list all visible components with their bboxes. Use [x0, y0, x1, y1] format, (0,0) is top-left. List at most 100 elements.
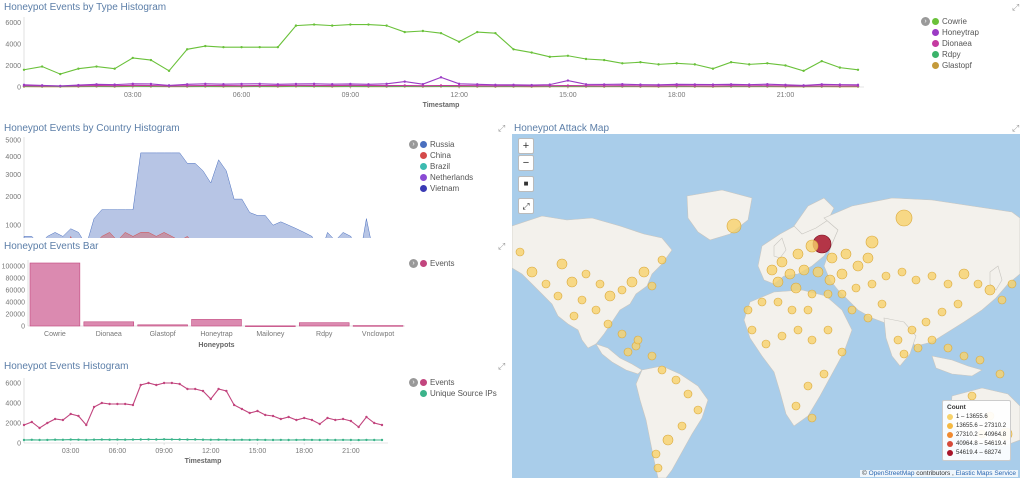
- data-point: [116, 438, 119, 441]
- data-point: [85, 423, 88, 427]
- expand-icon[interactable]: ⤢: [498, 123, 506, 133]
- data-point: [326, 438, 329, 442]
- attack-marker: [824, 274, 836, 286]
- data-point: [312, 82, 316, 85]
- elastic-maps-link[interactable]: Elastic Maps Service: [955, 470, 1016, 477]
- fit-bounds-button[interactable]: ⤢: [518, 198, 534, 214]
- attack-marker: [893, 335, 903, 345]
- events-histogram-legend: Events Unique Source IPs: [420, 377, 497, 399]
- attack-marker: [553, 291, 563, 301]
- x-tick-label: 09:00: [342, 92, 360, 99]
- attack-marker: [823, 325, 833, 335]
- data-point: [602, 83, 606, 86]
- data-point: [403, 80, 406, 83]
- attack-marker: [826, 252, 838, 264]
- data-point: [240, 438, 244, 441]
- legend-item-china[interactable]: China: [420, 150, 473, 161]
- events-histogram-chart: 0 2000 4000 6000 03:00 06:00 09:00 12:00 15:00 18…: [5, 378, 388, 465]
- map-markers[interactable]: [515, 209, 1017, 473]
- data-point: [675, 62, 678, 65]
- data-point: [185, 83, 189, 86]
- x-tick-label: 18:00: [295, 448, 313, 455]
- legend-item-unique-source-ips[interactable]: Unique Source IPs: [420, 388, 497, 399]
- events-by-type-chart: 0 2000 4000 6000 03:00 06:00 09:00 12:00 15:00 18…: [5, 17, 864, 109]
- map-legend-label: 40964.8 – 54619.4: [956, 440, 1007, 447]
- draw-rectangle-button[interactable]: ■: [518, 176, 534, 192]
- data-point: [258, 45, 261, 49]
- y-tick-label: 6000: [5, 381, 21, 388]
- data-point: [621, 62, 624, 65]
- legend-item-cowrie[interactable]: Cowrie: [932, 16, 979, 27]
- legend-item-rdpy[interactable]: Rdpy: [932, 49, 979, 60]
- legend-item-brazil[interactable]: Brazil: [420, 161, 473, 172]
- data-point: [258, 82, 261, 85]
- attack-marker: [662, 434, 674, 446]
- data-point: [457, 84, 461, 87]
- map-legend-dot-icon: [947, 431, 953, 438]
- x-tick-label: 21:00: [777, 92, 795, 99]
- x-tick-label: Glastopf: [150, 331, 176, 338]
- data-point: [77, 438, 80, 441]
- attack-map-title: Honeypot Attack Map: [514, 123, 610, 134]
- expand-icon[interactable]: ⤢: [498, 361, 506, 371]
- data-point: [77, 67, 80, 70]
- attack-marker: [943, 279, 953, 289]
- legend-item-honeytrap[interactable]: Honeytrap: [932, 27, 979, 38]
- data-point: [240, 84, 243, 87]
- expand-icon[interactable]: ⤢: [1012, 2, 1020, 12]
- legend-item-russia[interactable]: Russia: [420, 139, 473, 150]
- data-point: [46, 421, 49, 425]
- data-point: [108, 402, 111, 406]
- data-point: [365, 438, 368, 442]
- y-tick-label: 4000: [5, 41, 21, 48]
- world-map[interactable]: [512, 134, 1020, 478]
- data-point: [222, 45, 225, 49]
- legend-item-events[interactable]: Events: [420, 258, 454, 269]
- legend-toggle-icon[interactable]: ›: [409, 259, 418, 268]
- data-point: [279, 438, 283, 442]
- expand-icon[interactable]: ⤢: [498, 241, 506, 251]
- openstreetmap-link[interactable]: OpenStreetMap: [868, 470, 915, 477]
- attack-marker: [881, 271, 891, 281]
- data-point: [240, 407, 244, 411]
- attack-marker: [837, 289, 847, 299]
- data-point: [30, 420, 33, 424]
- zoom-out-button[interactable]: −: [518, 155, 534, 171]
- legend-toggle-icon[interactable]: ›: [409, 378, 418, 387]
- attack-marker: [943, 343, 953, 353]
- data-point: [530, 83, 533, 87]
- data-point: [131, 82, 134, 85]
- data-point: [326, 416, 329, 420]
- attack-marker: [790, 282, 802, 294]
- legend-toggle-icon[interactable]: ›: [409, 140, 418, 149]
- expand-icon[interactable]: ⤢: [1012, 123, 1020, 133]
- data-point: [838, 66, 842, 69]
- x-tick-label: Honeytrap: [200, 331, 232, 338]
- map-canvas[interactable]: + − ■ ⤢ Count 1 – 13655.6 13655.6 – 27310…: [512, 134, 1020, 478]
- events-by-country-panel: Honeypot Events by Country Histogram ⤢ 0…: [0, 120, 510, 238]
- legend-item-events[interactable]: Events: [420, 377, 497, 388]
- y-tick-label: 0: [17, 441, 21, 448]
- attack-marker: [997, 295, 1007, 305]
- data-point: [204, 44, 207, 48]
- series-area-russia: [23, 152, 371, 238]
- data-point: [312, 84, 316, 87]
- legend-item-glastopf[interactable]: Glastopf: [932, 60, 979, 71]
- data-point: [201, 389, 205, 393]
- data-point: [108, 438, 111, 441]
- legend-item-dionaea[interactable]: Dionaea: [932, 38, 979, 49]
- map-legend-label: 27310.2 – 40964.8: [956, 431, 1007, 438]
- attack-marker: [581, 269, 591, 279]
- legend-item-netherlands[interactable]: Netherlands: [420, 172, 473, 183]
- legend-dot-icon: [932, 29, 939, 36]
- legend-toggle-icon[interactable]: ›: [921, 17, 930, 26]
- attack-marker: [995, 369, 1005, 379]
- data-point: [232, 438, 236, 442]
- zoom-in-button[interactable]: +: [518, 138, 534, 154]
- legend-item-vietnam[interactable]: Vietnam: [420, 183, 473, 194]
- legend-label: Dionaea: [942, 39, 972, 48]
- data-point: [22, 438, 26, 442]
- data-point: [38, 438, 41, 442]
- attack-marker: [777, 331, 787, 341]
- data-point: [310, 418, 314, 422]
